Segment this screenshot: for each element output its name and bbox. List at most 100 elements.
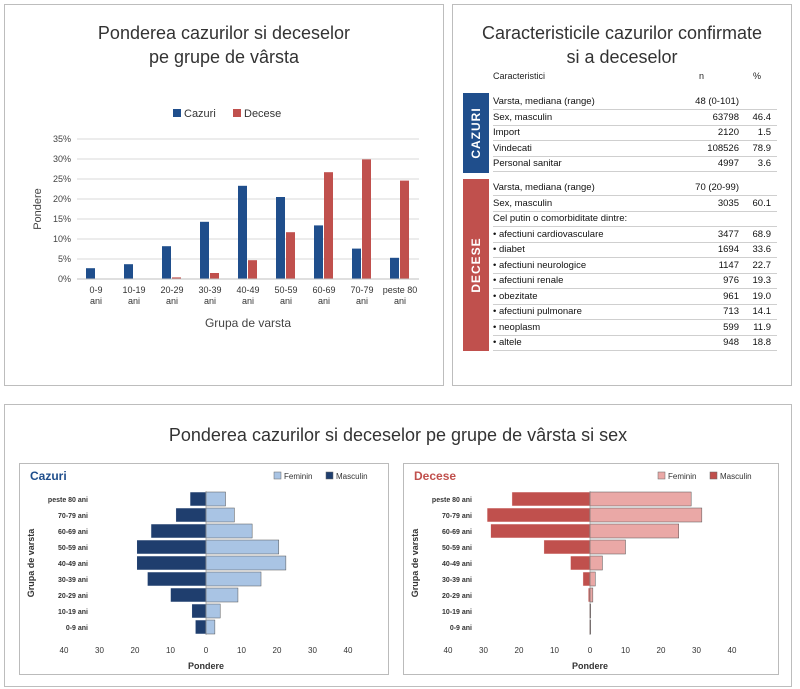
table-row: • afectiuni pulmonare 713 14.1 [493,305,777,320]
bar-masculin [175,507,207,523]
bar-decese [286,232,295,279]
x-tick-label: 30 [308,646,317,655]
pyramid-title: Cazuri [30,469,67,483]
y-tick-label: peste 80 ani [48,497,88,504]
row-percent: 3.6 [757,158,771,169]
bar-feminin [589,523,679,539]
legend-swatch-decese [233,109,241,117]
y-tick-label: 20% [53,194,71,204]
legend-swatch-feminin [657,471,666,480]
row-label: • afectiuni pulmonare [493,306,582,317]
table-row: • altele 948 18.8 [493,336,777,351]
table-title-line1: Caracteristicile cazurilor confirmate [481,23,763,43]
x-tick-label: ani [242,296,254,306]
x-tick-label: ani [394,296,406,306]
characteristics-table-panel: Caracteristicile cazurilor confirmate si… [452,4,792,386]
legend-swatch-feminin [273,471,282,480]
row-percent: 11.9 [753,321,771,333]
table-row: Sex, masculin 63798 46.4 [493,111,777,126]
y-tick-label: 70-79 ani [442,513,472,520]
cazuri-band: CAZURI [463,93,489,173]
bar-cazuri [86,268,95,279]
bar-feminin [589,587,594,603]
x-tick-label: ani [90,296,102,306]
bar-feminin [589,571,596,587]
bar-masculin [486,507,591,523]
x-tick-label: 0 [204,646,209,655]
row-label: • afectiuni renale [493,275,564,286]
x-axis-title: Grupa de varsta [205,316,291,330]
y-tick-label: 50-59 ani [442,545,472,552]
pyramid-panel-title: Ponderea cazurilor si deceselor pe grupe… [168,425,628,445]
cazuri-pyramid-box: Cazuri Feminin Masculin 40 30 20 10 0 10 20 30 40 Po… [19,463,389,675]
x-axis-title: Pondere [188,661,224,671]
x-tick-label: ani [204,296,216,306]
row-count: 2120 [717,127,739,138]
y-tick-label: 20-29 ani [58,593,88,600]
bar-feminin [589,491,692,507]
table-title: Caracteristicile cazurilor confirmate si… [453,21,791,69]
legend-label-masculin: Masculin [720,472,752,481]
bar-decese [210,273,219,279]
table-row: Cel putin o comorbiditate dintre: [493,212,777,227]
decese-band: DECESE [463,179,489,351]
chart-title-line2: pe grupe de vârsta [148,47,300,67]
x-tick-label: ani [166,296,178,306]
bar-masculin [511,491,591,507]
legend-label-cazuri: Cazuri [184,108,216,120]
x-tick-label: 10 [621,646,630,655]
y-tick-label: 20-29 ani [442,593,472,600]
row-label: Import [493,127,520,138]
x-tick-label: peste 80 [383,285,418,295]
x-tick-label: 40-49 [236,285,259,295]
y-tick-label: 50-59 ani [58,545,88,552]
decese-pyramid-box: Decese Feminin Masculin 40 30 20 10 0 10 20 30 40 Po… [403,463,779,675]
age-group-chart-panel: Ponderea cazurilor si deceselor pe grupe… [4,4,444,386]
row-count: 599 [723,321,739,333]
row-percent: 46.4 [752,111,772,123]
row-count: 961 [723,290,739,302]
bar-masculin [147,571,207,587]
row-label: • neoplasm [493,321,541,333]
decese-band-label: DECESE [469,237,483,293]
age-group-bar-chart: 0%5%10%15%20%25%30%35%0-9ani10-19ani20-2… [32,108,419,330]
x-tick-label: 20-29 [160,285,183,295]
header-pct: % [753,71,762,81]
table-row: • obezitate 961 19.0 [493,290,777,305]
row-count: 713 [723,306,739,317]
x-tick-label: 20 [131,646,140,655]
table-row: • afectiuni neurologice 1147 22.7 [493,259,777,274]
bar-feminin [205,603,221,619]
y-axis-title: Grupa de varsta [26,528,36,598]
table-row: Varsta, mediana (range) 70 (20-99) [493,181,777,196]
x-tick-label: 20 [273,646,282,655]
table-row: • afectiuni cardiovasculare 3477 68.9 [493,228,777,243]
bar-feminin [205,539,280,555]
y-tick-label: 0-9 ani [66,625,88,632]
row-label: Cel putin o comorbiditate dintre: [493,213,628,224]
chart-title-line1: Ponderea cazurilor si deceselor [97,23,351,43]
bar-decese [172,277,181,279]
row-label: Vindecati [493,142,532,154]
x-tick-label: 40 [60,646,69,655]
header-characteristics: Caracteristici [493,71,546,81]
row-count: 976 [723,275,739,286]
table-row: • afectiuni renale 976 19.3 [493,274,777,289]
row-label: Varsta, mediana (range) [493,182,595,193]
table-row: Import 2120 1.5 [493,126,777,141]
bar-cazuri [200,221,209,279]
bar-feminin [205,619,216,635]
x-axis-title: Pondere [572,661,608,671]
x-tick-label: 20 [657,646,666,655]
x-tick-label: ani [356,296,368,306]
row-label: Varsta, mediana (range) [493,96,595,107]
bar-masculin [191,603,207,619]
table-row: Personal sanitar 4997 3.6 [493,157,777,172]
row-label: • afectiuni cardiovasculare [493,228,604,240]
y-tick-label: 10-19 ani [442,609,472,616]
bar-masculin [170,587,207,603]
row-label: Sex, masculin [493,111,553,123]
bar-masculin [490,523,591,539]
y-tick-label: 0-9 ani [450,625,472,632]
row-percent: 78.9 [752,142,772,154]
